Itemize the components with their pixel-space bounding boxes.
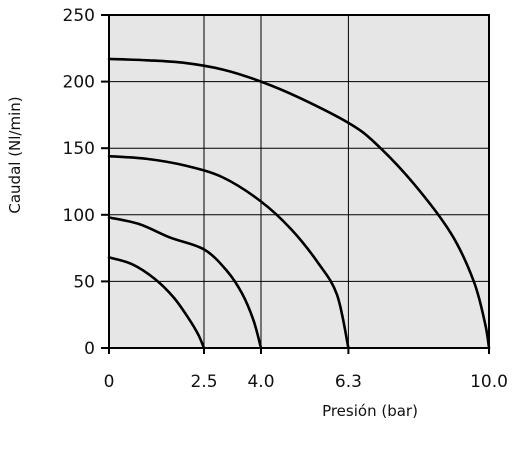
data-curves [107,57,491,350]
x-tick-label: 4.0 [247,372,274,392]
x-tick-label: 2.5 [190,372,217,392]
y-tick-label: 150 [63,139,95,159]
x-tick-label: 10.0 [470,372,508,392]
x-tick-label: 6.3 [335,372,362,392]
flow-curve-4 [107,57,491,350]
flow-curve-2 [107,216,263,350]
y-tick-label: 0 [84,339,95,359]
x-axis-title: Presión (bar) [322,402,418,420]
y-tick-label: 250 [63,6,95,26]
x-axis-ticks: 0 2.5 4.0 6.3 10.0 [104,348,508,392]
y-tick-label: 100 [63,206,95,226]
y-tick-label: 200 [63,73,95,93]
flow-curve-3 [107,154,350,350]
y-tick-label: 50 [73,272,95,292]
y-axis-ticks: 0 50 100 150 200 250 [63,6,109,359]
y-axis-title: Caudal (Nl/min) [6,96,24,213]
flow-curve-1 [107,256,206,350]
plot-area [108,14,490,349]
x-tick-label: 0 [104,372,115,392]
grid-lines [109,15,489,348]
